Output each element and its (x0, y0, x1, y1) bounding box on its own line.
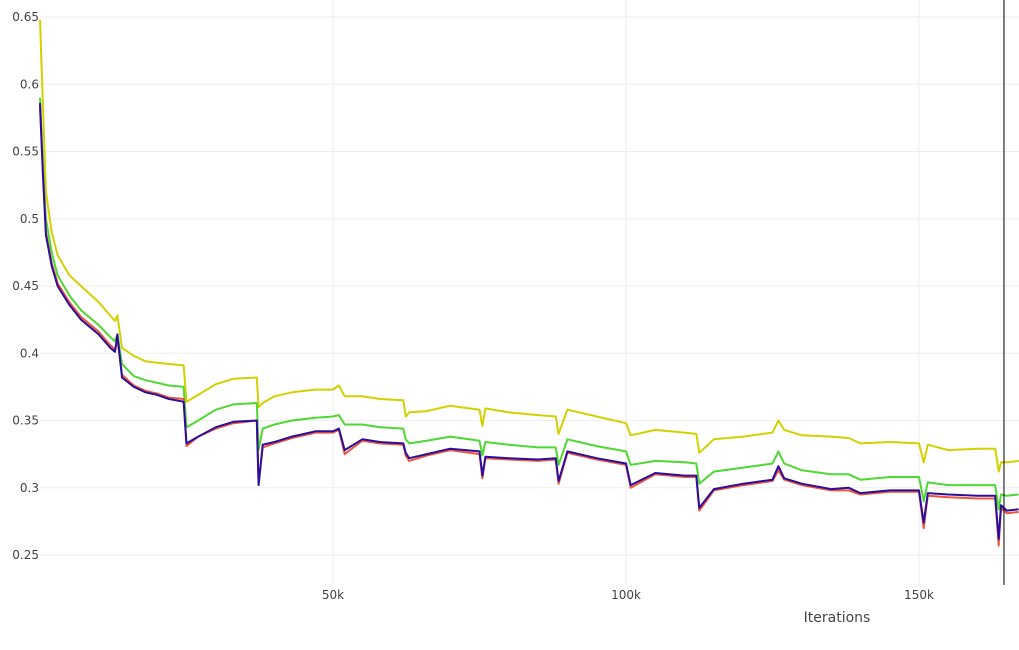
y-tick-label: 0.4 (20, 346, 39, 360)
y-tick-label: 0.3 (20, 481, 39, 495)
x-axis-ticks: 50k 100k 150k (322, 588, 934, 602)
y-axis-ticks: 0.25 0.3 0.35 0.4 0.45 0.5 0.55 0.6 0.65 (12, 10, 39, 562)
y-tick-label: 0.55 (12, 145, 39, 159)
y-tick-label: 0.6 (20, 77, 39, 91)
y-tick-label: 0.5 (20, 212, 39, 226)
series-line-0 (39, 19, 1019, 473)
series-line-1 (39, 97, 1019, 511)
y-tick-label: 0.65 (12, 10, 39, 24)
series-line-3 (39, 103, 1019, 540)
y-tick-label: 0.35 (12, 414, 39, 428)
x-tick-label: 150k (904, 588, 934, 602)
x-tick-label: 100k (611, 588, 641, 602)
y-tick-label: 0.25 (12, 548, 39, 562)
series-lines (39, 19, 1019, 547)
y-tick-label: 0.45 (12, 279, 39, 293)
x-axis-title: Iterations (804, 610, 871, 626)
series-line-2 (39, 107, 1019, 547)
grid (40, 0, 1019, 585)
x-tick-label: 50k (322, 588, 344, 602)
